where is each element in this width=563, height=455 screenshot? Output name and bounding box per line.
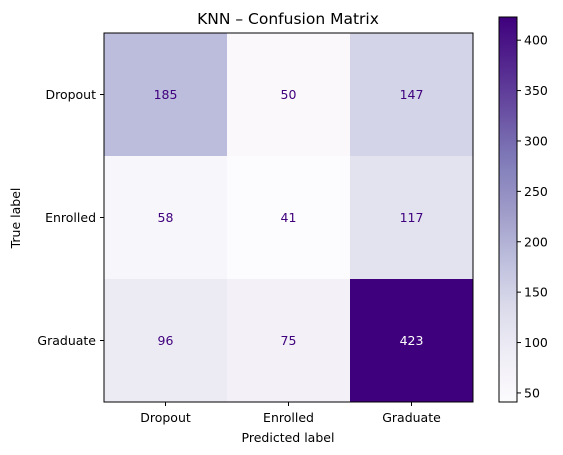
x-axis-label: Predicted label — [242, 430, 335, 445]
y-axis-label: True label — [8, 188, 23, 250]
cell-value-label: 423 — [400, 333, 424, 348]
colorbar-tick-label: 150 — [524, 285, 548, 300]
y-tick-label: Dropout — [45, 87, 96, 102]
chart-title: KNN – Confusion Matrix — [197, 10, 379, 28]
heatmap-cell — [227, 156, 350, 279]
cell-value-labels: 185 50 147 58 41 117 96 75 423 — [154, 87, 424, 348]
colorbar-tick-label: 400 — [524, 33, 548, 48]
x-tick-label: Enrolled — [263, 410, 314, 425]
cell-value-label: 117 — [400, 210, 424, 225]
heatmap-cell — [350, 33, 473, 156]
cell-value-label: 58 — [158, 210, 174, 225]
x-axis: Dropout Enrolled Graduate — [140, 402, 441, 425]
colorbar-tick-label: 100 — [524, 335, 548, 350]
heatmap-cell — [104, 33, 227, 156]
cell-value-label: 50 — [281, 87, 297, 102]
cell-value-label: 147 — [400, 87, 424, 102]
colorbar-tick-label: 50 — [524, 385, 540, 400]
y-tick-label: Enrolled — [45, 210, 96, 225]
cell-value-label: 96 — [158, 333, 174, 348]
y-tick-label: Graduate — [37, 333, 96, 348]
colorbar-tick-label: 300 — [524, 133, 548, 148]
heatmap-cells — [104, 33, 473, 402]
heatmap-cell — [227, 33, 350, 156]
colorbar-tick-label: 200 — [524, 234, 548, 249]
colorbar-tick-label: 350 — [524, 83, 548, 98]
colorbar-tick-label: 250 — [524, 184, 548, 199]
cell-value-label: 41 — [281, 210, 297, 225]
colorbar-ticks: 50 100 150 200 250 300 350 400 — [517, 33, 548, 400]
x-tick-label: Graduate — [382, 410, 441, 425]
heatmap-cell — [227, 279, 350, 402]
colorbar — [498, 16, 518, 403]
heatmap-cell — [350, 279, 473, 402]
heatmap-cell — [104, 279, 227, 402]
heatmap-cell — [104, 156, 227, 279]
x-tick-label: Dropout — [140, 410, 191, 425]
heatmap-cell — [350, 156, 473, 279]
y-axis: Dropout Enrolled Graduate — [37, 87, 104, 348]
cell-value-label: 75 — [281, 333, 297, 348]
cell-value-label: 185 — [154, 87, 178, 102]
